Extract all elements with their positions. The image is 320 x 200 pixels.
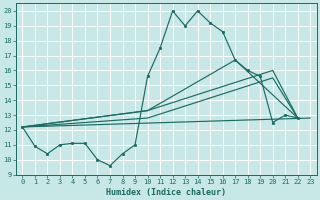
X-axis label: Humidex (Indice chaleur): Humidex (Indice chaleur)	[106, 188, 226, 197]
